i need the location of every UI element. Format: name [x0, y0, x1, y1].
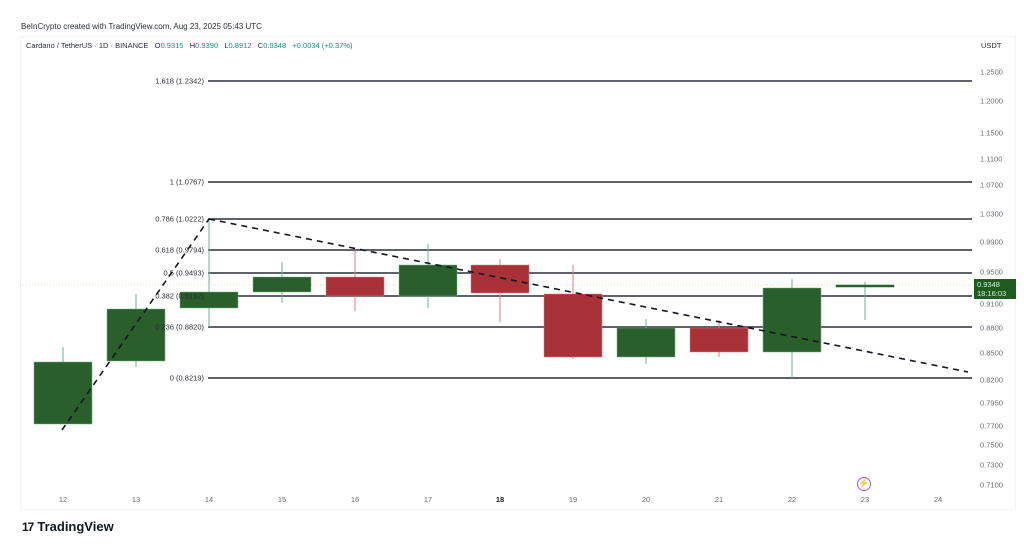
symbol-legend: Cardano / TetherUS · 1D · BINANCE O0.931… — [26, 41, 353, 50]
time-tick: 13 — [131, 495, 141, 504]
price-tick: 0.8200 — [980, 375, 1003, 385]
tradingview-logo[interactable]: 17 TradingView — [22, 519, 114, 534]
fib-label-0: 0 (0.8219) — [169, 373, 204, 383]
current-price-tag: 0.9348 18:16:03 — [974, 279, 1016, 299]
price-tick: 0.7950 — [980, 398, 1003, 408]
time-tick: 16 — [350, 495, 360, 504]
time-axis[interactable]: 12 13 14 15 16 17 18 19 20 21 22 23 24 — [20, 495, 972, 509]
time-tick: 21 — [714, 495, 724, 504]
price-tick: 0.7100 — [980, 480, 1003, 490]
price-axis[interactable]: 1.2500 1.2000 1.1500 1.1100 1.0700 1.030… — [972, 60, 1016, 490]
fib-label-0618: 0.618 (0.9794) — [155, 245, 204, 255]
open-value: 0.9315 — [160, 41, 184, 50]
low-value: 0.8912 — [228, 41, 252, 50]
tradingview-logo-icon: 17 — [22, 519, 34, 534]
price-tick: 0.8800 — [980, 323, 1003, 333]
symbol-title[interactable]: Cardano / TetherUS · 1D · BINANCE — [26, 41, 149, 50]
fib-label-05: 0.5 (0.9493) — [163, 268, 204, 278]
price-tick: 0.7700 — [980, 421, 1003, 431]
time-tick: 18 — [495, 495, 505, 504]
fib-label-1618: 1.618 (1.2342) — [155, 76, 204, 86]
price-tick: 0.7500 — [980, 440, 1003, 450]
change-value: +0.0034 (+0.37%) — [292, 41, 353, 50]
close-value: 0.9348 — [263, 41, 287, 50]
price-tick: 1.0300 — [980, 209, 1003, 219]
price-tick: 0.7300 — [980, 460, 1003, 470]
current-price: 0.9348 — [977, 280, 1000, 289]
time-tick: 20 — [641, 495, 651, 504]
fib-label-0382: 0.382 (0.9192) — [155, 291, 204, 301]
price-tick: 1.0700 — [980, 180, 1003, 190]
fib-label-1: 1 (1.0767) — [169, 177, 204, 187]
currency-label[interactable]: USDT — [981, 41, 1002, 50]
price-tick: 1.2000 — [980, 96, 1003, 106]
price-tick: 1.2500 — [980, 67, 1003, 77]
time-tick: 15 — [277, 495, 287, 504]
price-tick: 1.1100 — [980, 154, 1003, 164]
chart-frame — [20, 36, 1016, 510]
time-tick: 19 — [568, 495, 578, 504]
price-tick: 0.9500 — [980, 267, 1003, 277]
fib-label-0236: 0.236 (0.8820) — [155, 322, 204, 332]
price-tick: 0.9100 — [980, 299, 1003, 309]
candle-countdown: 18:16:03 — [977, 289, 1007, 298]
time-tick: 24 — [933, 495, 943, 504]
time-tick: 23 — [860, 495, 870, 504]
time-tick: 17 — [423, 495, 433, 504]
price-tick: 0.8500 — [980, 348, 1003, 358]
tradingview-logo-text: TradingView — [37, 519, 114, 534]
fib-label-0786: 0.786 (1.0222) — [155, 214, 204, 224]
high-value: 0.9390 — [195, 41, 219, 50]
time-tick: 12 — [58, 495, 68, 504]
price-tick: 0.9900 — [980, 237, 1003, 247]
time-tick: 14 — [204, 495, 214, 504]
price-tick: 1.1500 — [980, 128, 1003, 138]
lightning-icon[interactable]: ⚡ — [857, 477, 871, 491]
time-tick: 22 — [787, 495, 797, 504]
chart-attribution: BeInCrypto created with TradingView.com,… — [21, 22, 262, 31]
